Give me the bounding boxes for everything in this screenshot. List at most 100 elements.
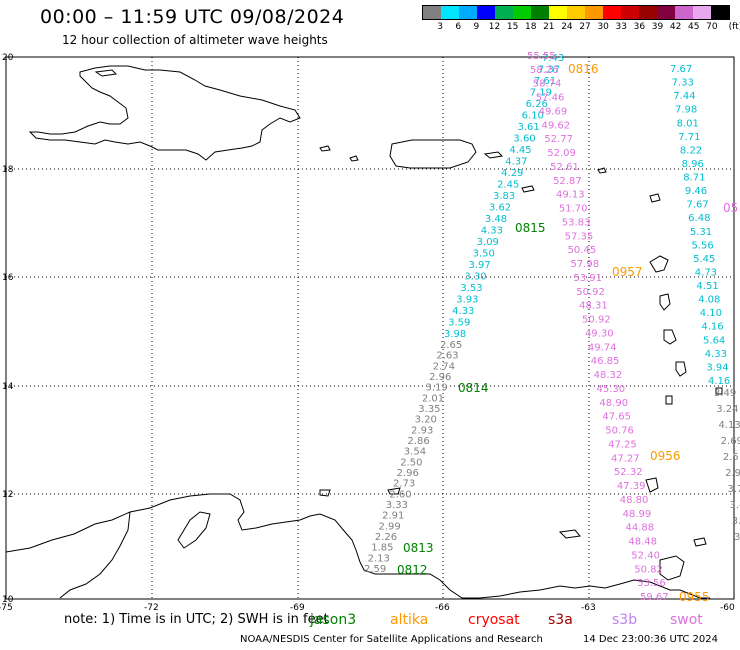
legend-unit: (ft) bbox=[728, 22, 740, 32]
legend-swatch bbox=[477, 6, 495, 19]
wave-height-value: 3.83 bbox=[493, 191, 515, 202]
wave-height-value: 8.96 bbox=[682, 159, 704, 170]
wave-height-value: 52.09 bbox=[547, 148, 576, 159]
satellite-label-s3a: s3a bbox=[548, 612, 573, 628]
wave-height-value: 3.19 bbox=[426, 383, 448, 394]
wave-height-value: 2.59 bbox=[364, 564, 386, 575]
antigua-coast bbox=[649, 193, 661, 203]
wave-height-value: 2.01 bbox=[422, 393, 444, 404]
satellite-label-swot: swot bbox=[670, 612, 703, 628]
margarita-coast bbox=[558, 529, 581, 539]
footer-credit: NOAA/NESDIS Center for Satellite Applica… bbox=[240, 634, 543, 645]
wave-height-value: 53.91 bbox=[573, 273, 602, 284]
wave-height-value: 7.67 bbox=[687, 200, 709, 211]
wave-height-value: 52.77 bbox=[544, 134, 573, 145]
wave-height-value: 48.32 bbox=[594, 370, 623, 381]
legend-swatch bbox=[495, 6, 513, 19]
wave-height-value: 3.59 bbox=[448, 318, 470, 329]
wave-height-value: 4.33 bbox=[705, 349, 727, 360]
wave-height-value: 59.67 bbox=[640, 592, 669, 603]
satellite-label-cryosat: cryosat bbox=[468, 612, 520, 628]
note-text: note: 1) Time is in UTC; 2) SWH is in fe… bbox=[64, 612, 329, 627]
tobago-coast bbox=[693, 537, 707, 547]
legend-tick-label: 18 bbox=[524, 22, 537, 32]
legend-tick-label: 12 bbox=[488, 22, 501, 32]
lon-label: -60 bbox=[720, 603, 735, 613]
south-america-coast bbox=[5, 493, 710, 599]
legend-tick-label: 45 bbox=[688, 22, 700, 32]
legend-color-bar bbox=[422, 5, 730, 20]
lon-label: -69 bbox=[290, 603, 305, 613]
wave-height-value: 7.71 bbox=[678, 132, 700, 143]
wave-height-value: 48.80 bbox=[620, 495, 649, 506]
grenada-coast bbox=[645, 477, 659, 493]
wave-height-value: 3.53 bbox=[460, 283, 482, 294]
legend-swatch bbox=[531, 6, 549, 19]
wave-height-value: 3.30 bbox=[464, 272, 486, 283]
altimeter-tracks: 7.437.377.617.196.266.103.613.604.454.37… bbox=[364, 51, 740, 603]
wave-height-value: 2.60 bbox=[389, 489, 411, 500]
wave-height-value: 4.33 bbox=[452, 306, 474, 317]
wave-height-value: 4.51 bbox=[696, 281, 718, 292]
wave-height-value: 49.13 bbox=[556, 190, 585, 201]
satellite-label-s3b: s3b bbox=[612, 612, 638, 628]
wave-height-value: 3.4 bbox=[730, 500, 740, 511]
mona-coast bbox=[349, 155, 359, 162]
pass-time-0812: 0812 bbox=[397, 563, 428, 577]
map-frame bbox=[5, 56, 735, 600]
wave-height-value: 50.92 bbox=[576, 287, 605, 298]
wave-height-value: 50.45 bbox=[568, 245, 597, 256]
wave-height-value: 2.63 bbox=[436, 351, 458, 362]
wave-height-value: 2.9 bbox=[725, 468, 740, 479]
pass-time-0956: 0956 bbox=[650, 449, 681, 463]
wave-height-value: 4.37 bbox=[505, 157, 527, 168]
lon-label: -72 bbox=[144, 603, 159, 613]
wave-height-value: 48.99 bbox=[623, 509, 652, 520]
pass-time-0813: 0813 bbox=[403, 541, 434, 555]
wave-height-value: 58.26 bbox=[530, 65, 559, 76]
st-vincent-coast bbox=[665, 395, 673, 405]
wave-height-value: 4.45 bbox=[509, 145, 531, 156]
wave-height-value: 2.5 bbox=[723, 452, 739, 463]
wave-height-value: 3.98 bbox=[444, 329, 466, 340]
pass-time-0957: 0957 bbox=[612, 265, 643, 279]
legend-tick-label: 3 bbox=[437, 22, 443, 32]
wave-height-value: 8.71 bbox=[683, 173, 705, 184]
legend-tick-label: 6 bbox=[455, 22, 462, 32]
wave-height-value: 5.31 bbox=[690, 227, 712, 238]
wave-height-value: 47.65 bbox=[602, 412, 631, 423]
st-croix-coast bbox=[521, 185, 535, 193]
wave-height-value: 3.7 bbox=[727, 484, 740, 495]
footer-timestamp: 14 Dec 23:00:36 UTC 2024 bbox=[583, 634, 718, 645]
wave-height-value: 6.26 bbox=[526, 99, 548, 110]
tortuga-coast bbox=[94, 69, 118, 77]
legend-swatch bbox=[639, 6, 657, 19]
wave-height-value: 4.16 bbox=[708, 376, 730, 387]
wave-height-value: 7.98 bbox=[675, 105, 697, 116]
legend-swatch bbox=[441, 6, 459, 19]
coastlines bbox=[5, 65, 723, 599]
longitude-labels: -75 -72 -69 -66 -63 -60 bbox=[0, 603, 735, 613]
wave-height-value: 1.85 bbox=[371, 543, 393, 554]
legend-tick-label: 15 bbox=[506, 22, 519, 32]
wave-height-value: 58.74 bbox=[533, 79, 562, 90]
wave-height-value: 2.99 bbox=[378, 521, 400, 532]
wave-height-value: 3.60 bbox=[513, 134, 535, 145]
wave-height-value: 3.24 bbox=[716, 404, 738, 415]
wave-height-value: 2.93 bbox=[411, 425, 433, 436]
wave-height-value: 7.44 bbox=[673, 91, 695, 102]
vieques-coast bbox=[483, 151, 504, 159]
pass-time-0816: 0816 bbox=[568, 62, 599, 76]
satellite-label-jason3: jason3 bbox=[310, 612, 357, 628]
legend-tick-label: 42 bbox=[669, 22, 682, 32]
legend-swatch bbox=[675, 6, 693, 19]
wave-height-value: 3.61 bbox=[518, 122, 540, 133]
wave-height-value: 52.40 bbox=[631, 550, 660, 561]
wave-height-value: 7.19 bbox=[530, 88, 552, 99]
wave-height-value: 53.83 bbox=[562, 217, 591, 228]
lat-label: 18 bbox=[2, 165, 14, 175]
legend-tick-label: 21 bbox=[543, 22, 555, 32]
puerto-rico-coast bbox=[389, 139, 477, 169]
